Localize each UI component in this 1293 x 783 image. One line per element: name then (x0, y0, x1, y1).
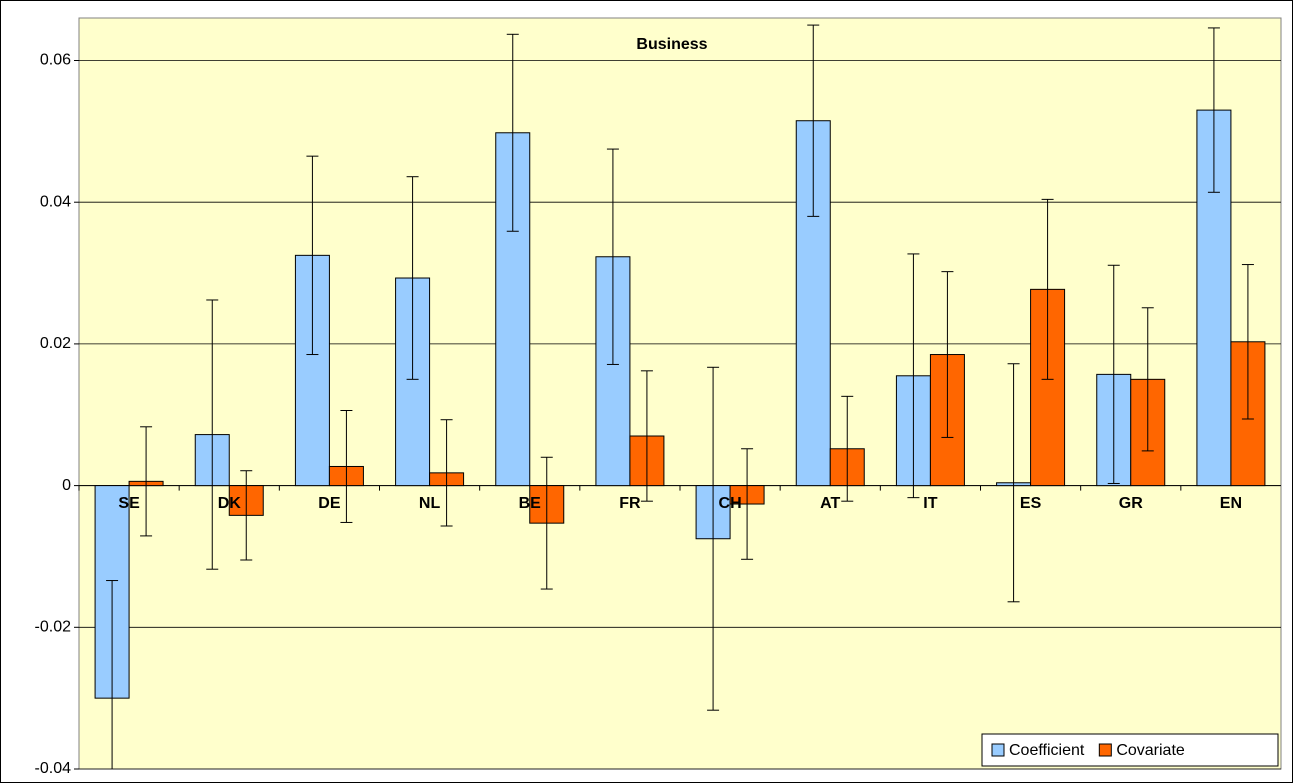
error-bar (240, 470, 253, 561)
error-bar (406, 176, 419, 380)
x-tick-label: CH (719, 495, 742, 512)
y-tick-label: 0 (62, 477, 71, 494)
error-bar (606, 148, 619, 365)
legend-box (981, 733, 1279, 767)
error-bar (140, 426, 153, 537)
error-bar (106, 580, 119, 769)
error-bar (340, 410, 353, 523)
error-bar (1241, 264, 1254, 420)
error-bar (1141, 307, 1154, 452)
plot-area (78, 17, 1282, 770)
error-bar (941, 271, 954, 438)
error-bar (841, 395, 854, 502)
error-bar (640, 370, 653, 502)
error-bar (1041, 198, 1054, 380)
error-bar (807, 24, 820, 217)
error-bar (506, 33, 519, 232)
x-tick-label: AT (820, 495, 840, 512)
x-tick-label: GR (1119, 495, 1143, 512)
y-tick-label: 0.02 (40, 335, 71, 352)
legend-swatch (991, 743, 1005, 757)
error-bar (1007, 363, 1020, 603)
y-tick-label: 0.04 (40, 193, 71, 210)
y-tick-label: -0.04 (35, 760, 72, 777)
error-bar (440, 419, 453, 527)
error-bar (741, 448, 754, 560)
error-bar (540, 456, 553, 590)
error-bar (1107, 264, 1120, 484)
error-bar (707, 366, 720, 711)
chart-title: Business (636, 36, 707, 53)
x-tick-label: BE (519, 495, 542, 512)
error-bar (306, 155, 319, 356)
x-tick-label: SE (118, 495, 140, 512)
x-tick-label: ES (1020, 495, 1042, 512)
x-tick-label: IT (923, 495, 937, 512)
legend-label: Coefficient (1009, 742, 1085, 759)
error-bar (206, 299, 219, 570)
error-bar (1207, 27, 1220, 193)
x-tick-label: DE (318, 495, 341, 512)
y-tick-label: 0.06 (40, 52, 71, 69)
grid: -0.04 -0.02 0 0.02 0.04 0.06 (35, 52, 1281, 777)
legend-swatch (1098, 743, 1112, 757)
error-bar (907, 253, 920, 499)
x-tick-label: NL (419, 495, 441, 512)
error-bars (106, 24, 1254, 769)
x-tick-label: FR (619, 495, 641, 512)
legend: Coefficient Covariate (981, 733, 1279, 767)
y-tick-label: -0.02 (35, 619, 72, 636)
x-tick-label: DK (218, 495, 242, 512)
legend-label: Covariate (1116, 742, 1185, 759)
x-tick-label: EN (1220, 495, 1242, 512)
